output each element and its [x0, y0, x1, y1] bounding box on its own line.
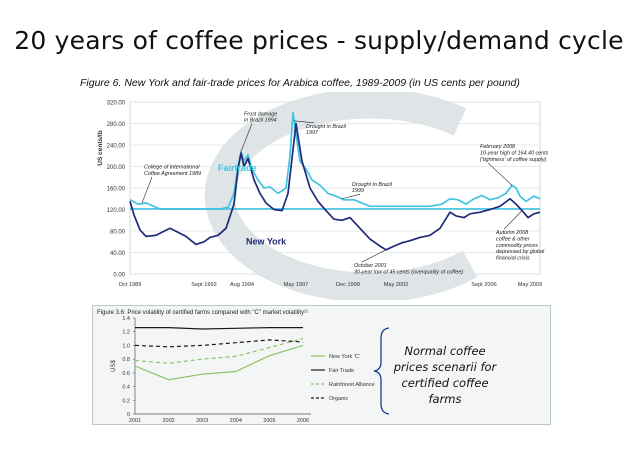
- series-line-new-york: [129, 122, 541, 251]
- x-tick-label: Oct 1989: [119, 282, 142, 288]
- x-tick-label: Dec 1999: [336, 282, 360, 288]
- annotation-line: Autumn 2008: [495, 230, 528, 236]
- legend-label: New York 'C': [329, 354, 360, 360]
- annotation-arrow: [240, 123, 253, 152]
- y-tick-label: 0.00: [113, 273, 125, 279]
- x-tick-label: 2004: [230, 418, 242, 424]
- annotation-line: coffee & other: [496, 237, 530, 243]
- annotation-line: October 2001: [354, 263, 387, 269]
- annotation-line: Drought in Brazil: [306, 124, 347, 130]
- annotation-line: 1997: [306, 130, 319, 136]
- y-axis-label: US$: [111, 360, 117, 372]
- slide-title: 20 years of coffee prices - supply/deman…: [14, 26, 624, 55]
- annotation-arrow: [293, 120, 315, 124]
- coffee-price-chart: 320.00 280.00 240.00 200.00 160.00 120.00 80.0…: [97, 92, 549, 300]
- series-label: New York: [246, 236, 287, 246]
- series-line-fairtrade: [129, 111, 541, 210]
- series-line-rainforest-alliance: [134, 338, 304, 364]
- annotation-line: Coffee Agreement 1989: [144, 171, 201, 177]
- y-tick-label: 80.00: [110, 230, 126, 236]
- y-tick-label: 280.00: [107, 122, 126, 128]
- annotation-line: ('tightness' of coffee supply): [480, 157, 547, 163]
- volatility-chart: Figure 3.6: Price volatility of certifie…: [97, 310, 375, 424]
- y-tick-label: 0: [127, 412, 130, 418]
- x-tick-label: Sept 1992: [191, 282, 217, 288]
- x-tick-label: May 2009: [518, 282, 543, 288]
- x-tick-label: 2006: [297, 418, 309, 424]
- series-line-organic: [134, 339, 304, 348]
- x-tick-label: 2005: [263, 418, 275, 424]
- annotation-arrow: [141, 176, 153, 204]
- annotation-arrow: [503, 210, 523, 230]
- x-tick-label: Aug 1994: [230, 282, 254, 288]
- legend-label: Organic: [329, 396, 349, 402]
- y-tick-label: 0.4: [122, 385, 130, 391]
- x-tick-label: May 1997: [284, 282, 309, 288]
- annotation-line: February 2008: [480, 144, 515, 150]
- legend-label: Fair Trade: [329, 368, 354, 374]
- y-tick-label: 1.0: [122, 343, 130, 349]
- y-tick-label: 0.2: [122, 398, 130, 404]
- annotation-line: in Brazil 1994: [244, 118, 277, 124]
- series-line-new-york-c-: [134, 344, 304, 381]
- annotation-line: College of International: [144, 165, 200, 171]
- y-axis-label: US cents/lb: [97, 130, 104, 165]
- annotation-line: Drought in Brazil: [352, 182, 393, 188]
- x-tick-label: 2001: [129, 418, 141, 424]
- x-tick-label: 2003: [196, 418, 208, 424]
- watermark-arc: [204, 92, 478, 300]
- y-tick-label: 1.4: [122, 316, 130, 322]
- y-tick-label: 200.00: [107, 165, 126, 171]
- x-tick-label: Sept 2006: [471, 282, 497, 288]
- y-tick-label: 320.00: [107, 101, 126, 107]
- annotation-line: 1999: [352, 188, 364, 194]
- annotation-line: depressed by global: [496, 249, 545, 255]
- certified-farms-note: Normal coffee prices scenarii for certif…: [393, 344, 497, 406]
- y-tick-label: 1.2: [122, 330, 130, 336]
- y-tick-label: 40.00: [110, 251, 126, 257]
- annotation-arrow: [341, 193, 361, 200]
- series-line-fair-trade: [135, 327, 303, 330]
- annotation-arrow: [487, 162, 513, 186]
- annotation-line: financial crisis: [496, 255, 530, 261]
- y-tick-label: 0.8: [122, 357, 130, 363]
- y-tick-label: 0.6: [122, 371, 130, 377]
- y-tick-label: 120.00: [107, 208, 126, 214]
- curly-brace: [373, 327, 390, 415]
- figure-6-caption: Figure 6. New York and fair-trade prices…: [80, 77, 520, 89]
- annotation-line: Frost damage: [244, 111, 277, 117]
- series-label: Fairtrade: [218, 163, 257, 173]
- annotation-arrow: [361, 249, 387, 263]
- annotation-line: commodity prices: [496, 243, 538, 249]
- annotation-line: 30-year low of 45 cents (overquality of …: [354, 269, 463, 275]
- y-tick-label: 240.00: [107, 144, 126, 150]
- x-tick-label: May 2002: [384, 282, 409, 288]
- y-tick-label: 160.00: [107, 187, 126, 193]
- figure-3-6-caption: Figure 3.6: Price volatility of certifie…: [97, 310, 308, 316]
- legend-label: Rainforest Alliance: [329, 382, 375, 388]
- volatility-figure-panel: Figure 3.6: Price volatility of certifie…: [92, 305, 551, 425]
- annotation-line: 10-year high of 164.40 cents: [480, 151, 549, 157]
- x-tick-label: 2002: [162, 418, 174, 424]
